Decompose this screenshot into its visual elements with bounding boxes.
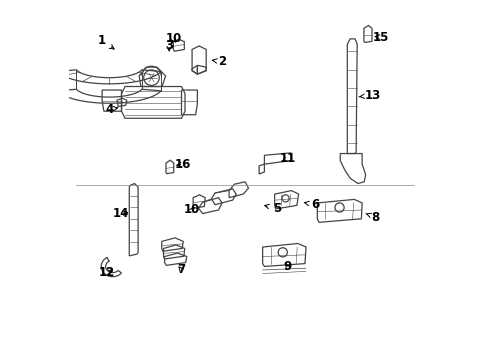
Text: 7: 7: [177, 264, 186, 276]
Text: 4: 4: [105, 103, 118, 116]
Text: 14: 14: [113, 207, 129, 220]
Text: 9: 9: [283, 260, 292, 273]
Text: 10: 10: [165, 32, 181, 45]
Text: 10: 10: [184, 203, 200, 216]
Text: 5: 5: [265, 202, 281, 215]
Text: 6: 6: [305, 198, 319, 211]
Text: 13: 13: [359, 89, 381, 102]
Text: 8: 8: [366, 211, 380, 224]
Text: 1: 1: [98, 34, 114, 49]
Text: 15: 15: [372, 31, 389, 44]
Text: 16: 16: [175, 158, 192, 171]
Text: 2: 2: [212, 55, 226, 68]
Text: 12: 12: [98, 266, 115, 279]
Text: 3: 3: [165, 40, 173, 53]
Text: 11: 11: [279, 152, 295, 165]
